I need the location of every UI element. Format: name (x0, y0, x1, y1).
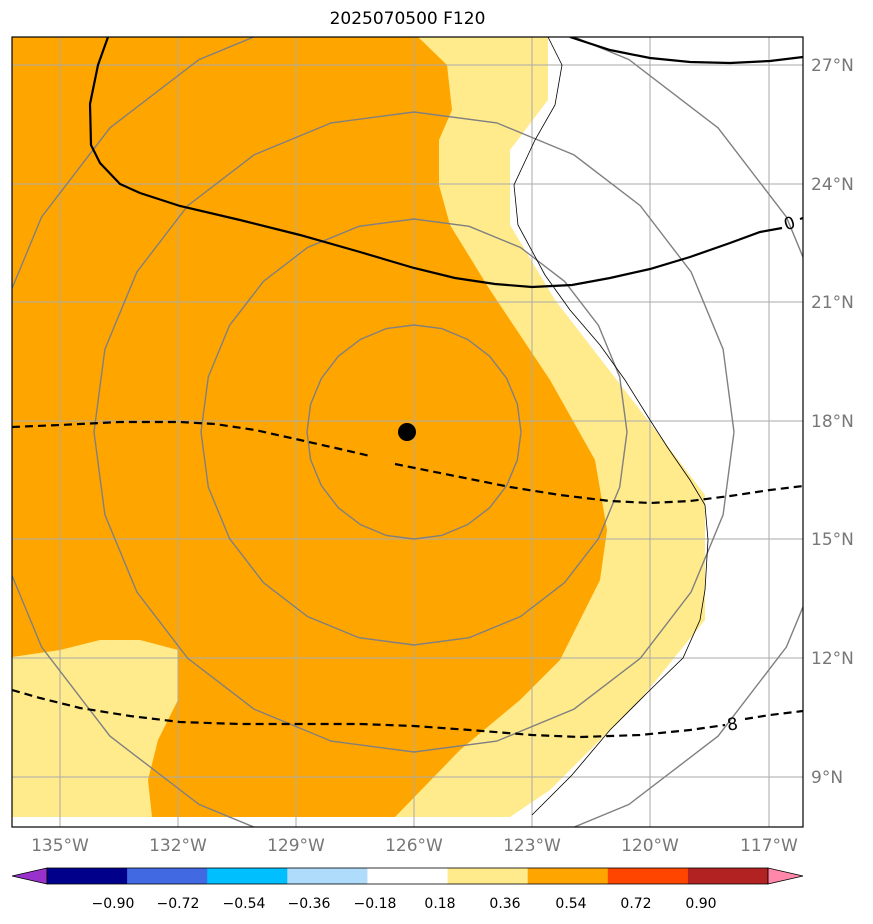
lon-label: 135°W (31, 836, 89, 856)
range-ring-2 (200, 218, 628, 646)
contour-8 (12, 688, 803, 739)
colorbar-segment (127, 868, 208, 884)
colorbar-label: 0.54 (555, 896, 586, 912)
range-ring-3 (93, 111, 735, 753)
colorbar-label: 0.90 (685, 896, 716, 912)
colorbar-extend-low (11, 867, 48, 885)
lon-label: 120°W (621, 836, 679, 856)
colorbar-segment (287, 868, 368, 884)
range-rings (12, 37, 803, 827)
colorbar-segment (447, 868, 529, 884)
lat-label: 9°N (811, 768, 843, 788)
colorbar-outline (46, 867, 769, 885)
colorbar-segment (47, 868, 128, 884)
lat-label: 21°N (811, 293, 854, 313)
colorbar-segment (687, 868, 769, 884)
contour-0-top (569, 37, 803, 65)
contour-4 (12, 420, 803, 505)
colorbar-segment (367, 868, 448, 884)
colorbar-label: 0.18 (424, 896, 455, 912)
colorbar-label: 0.72 (620, 896, 651, 912)
lon-label: 132°W (149, 836, 207, 856)
colorbar-label: 0.36 (489, 896, 520, 912)
lat-label: 12°N (811, 649, 854, 669)
graticule (12, 37, 803, 827)
colorbar-label: −0.18 (354, 896, 397, 912)
colorbar-extend-high (767, 867, 804, 885)
contour-label-0: 0 (782, 213, 798, 235)
colorbar-label: −0.54 (223, 896, 266, 912)
lon-label: 129°W (267, 836, 325, 856)
map-title: 2025070500 F120 (329, 9, 486, 29)
colorbar (11, 867, 804, 885)
longitude-labels: 135°W 132°W 129°W 126°W 123°W 120°W 117°… (31, 836, 798, 856)
colorbar-label: −0.72 (157, 896, 200, 912)
colorbar-labels: −0.90 −0.72 −0.54 −0.36 −0.18 0.18 0.36 … (92, 896, 717, 912)
lon-label: 126°W (385, 836, 443, 856)
range-ring-1 (306, 324, 522, 540)
colorbar-segment (527, 868, 609, 884)
range-ring-4 (12, 37, 803, 827)
colorbar-label: −0.90 (92, 896, 135, 912)
map-area: 0 8 (12, 37, 803, 827)
lat-label: 24°N (811, 175, 854, 195)
colorbar-segment (607, 868, 689, 884)
storm-center-marker (398, 423, 416, 441)
lon-label: 123°W (503, 836, 561, 856)
colorbar-segment (207, 868, 288, 884)
map-border (11, 36, 804, 828)
lat-label: 15°N (811, 530, 854, 550)
lat-label: 18°N (811, 412, 854, 432)
latitude-labels: 27°N 24°N 21°N 18°N 15°N 12°N 9°N (811, 56, 854, 788)
lon-label: 117°W (740, 836, 798, 856)
contour-label-8: 8 (726, 714, 740, 735)
colorbar-label: −0.36 (288, 896, 331, 912)
lat-label: 27°N (811, 56, 854, 76)
coastline (513, 37, 709, 816)
